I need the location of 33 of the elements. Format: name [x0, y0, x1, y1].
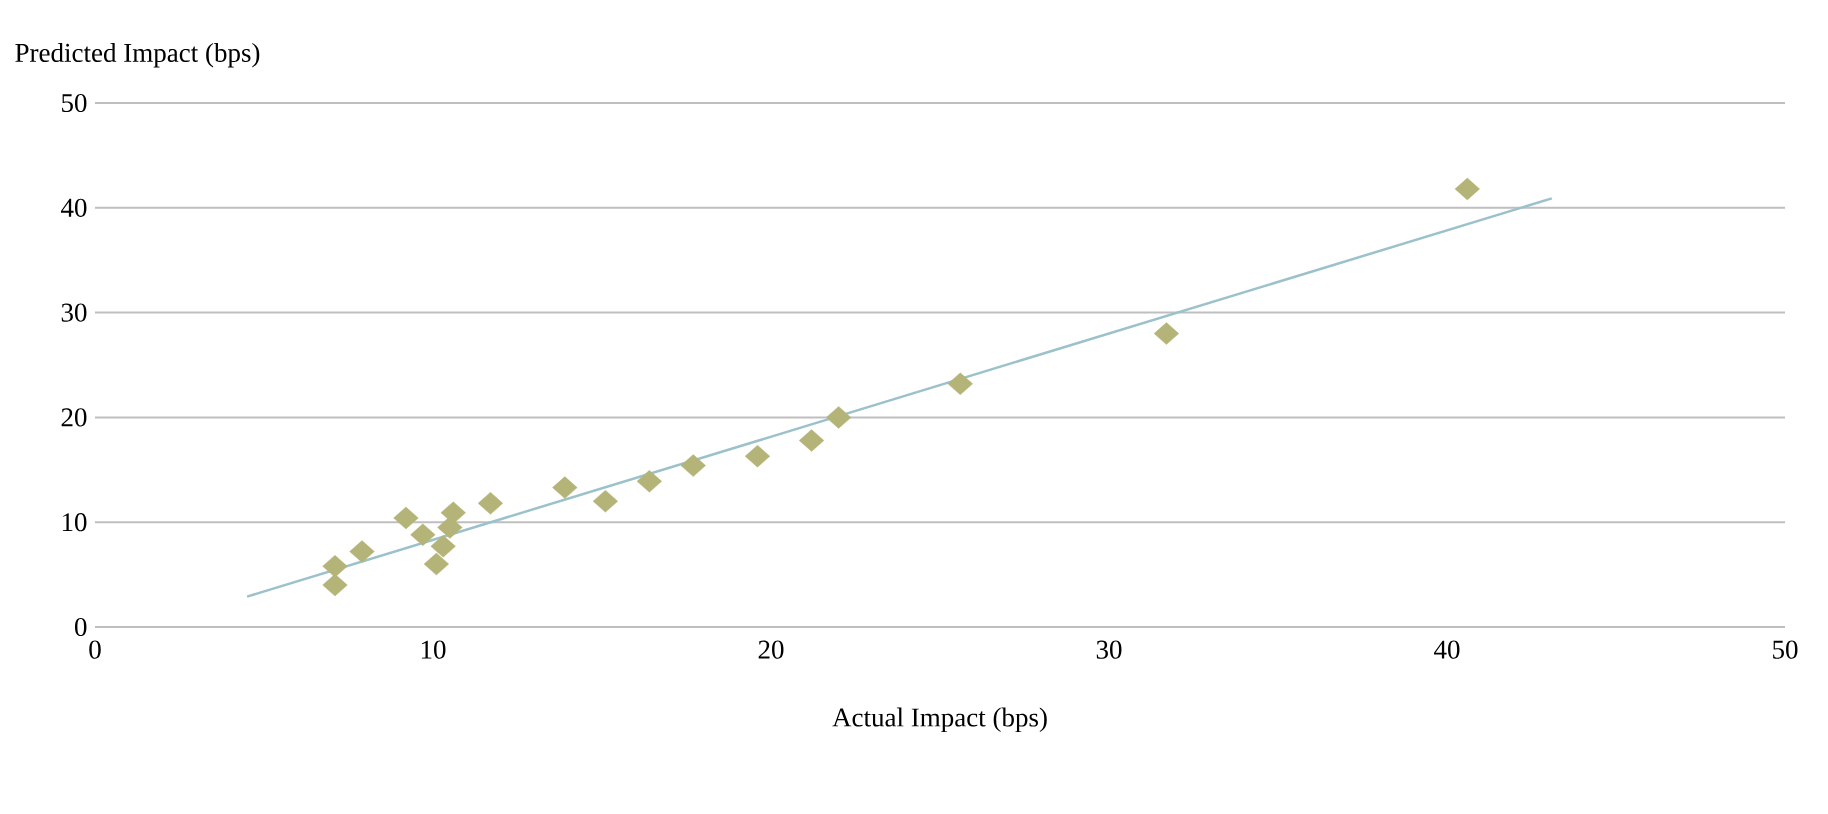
y-tick-label: 10: [62, 513, 87, 532]
point: [947, 372, 973, 396]
point: [680, 454, 706, 477]
y-tick-label: 50: [62, 93, 87, 113]
point: [349, 540, 375, 563]
point: [477, 492, 504, 515]
point: [592, 490, 618, 513]
x-tick-label: 30: [1096, 640, 1122, 659]
y-axis-title: Predicted Impact (bps): [15, 42, 260, 68]
y-tick-label: 40: [61, 198, 87, 217]
point: [322, 555, 348, 578]
x-axis-title: Actual Impact (bps): [832, 707, 1047, 733]
point: [826, 406, 852, 429]
y-tick-label: 20: [61, 408, 87, 427]
point: [636, 470, 662, 493]
x-tick-label: 20: [758, 640, 784, 659]
x-tick-label: 10: [421, 640, 446, 659]
point: [1454, 177, 1480, 201]
point: [423, 552, 449, 576]
point: [430, 535, 456, 558]
point: [744, 444, 771, 468]
point: [322, 573, 348, 597]
point: [552, 476, 578, 499]
point: [1153, 322, 1180, 345]
y-tick-label: 30: [61, 303, 87, 322]
y-tick-label: 0: [75, 617, 87, 637]
x-tick-label: 40: [1434, 640, 1460, 659]
point: [393, 506, 419, 530]
point: [798, 429, 825, 452]
point: [410, 523, 436, 546]
x-tick-label: 0: [89, 640, 101, 659]
x-tick-label: 50: [1773, 640, 1798, 659]
point: [440, 501, 466, 524]
